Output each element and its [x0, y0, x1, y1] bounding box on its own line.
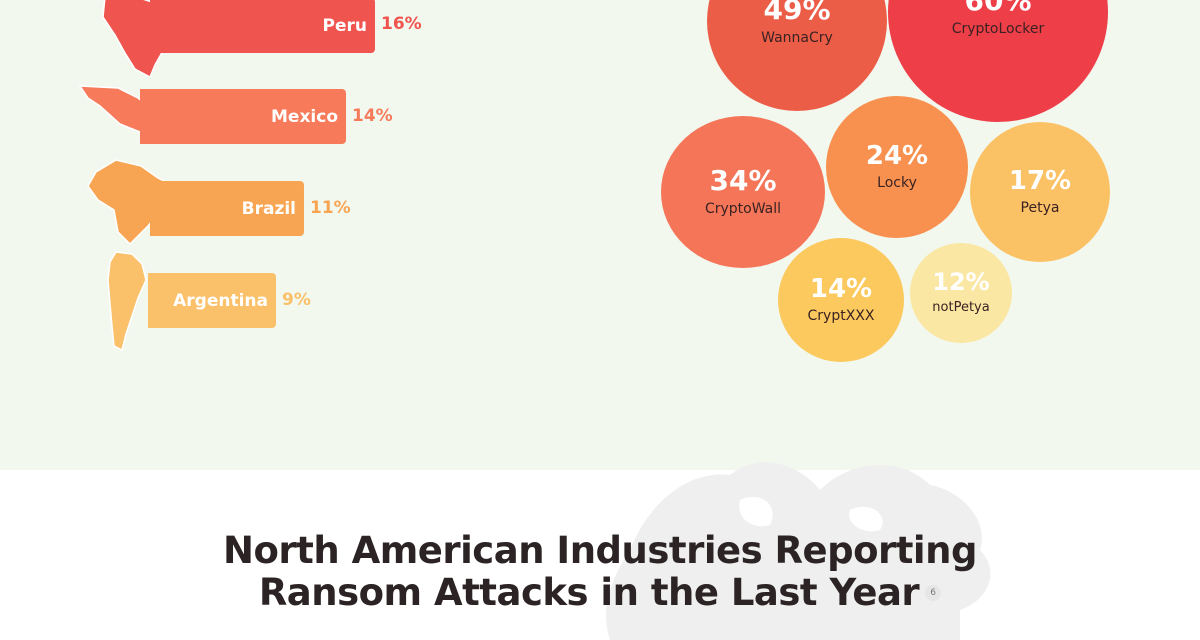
bubble-label: notPetya	[932, 300, 990, 316]
country-bar-label: Mexico	[271, 106, 338, 127]
country-bar-label: Brazil	[241, 198, 296, 219]
bubble: 24% Locky	[826, 96, 968, 238]
country-bar: Peru	[150, 0, 375, 53]
bubble: 34% CryptoWall	[661, 116, 825, 268]
bubble: 12% notPetya	[910, 243, 1012, 343]
section-heading-line-2-text: Ransom Attacks in the Last Year	[258, 571, 920, 614]
bubble-label: CryptoWall	[704, 200, 782, 217]
bubble-value: 49%	[763, 0, 831, 26]
bubble: 14% CryptXXX	[778, 238, 904, 362]
section-heading: North American Industries Reporting Rans…	[0, 530, 1200, 614]
bubble-value: 12%	[932, 268, 990, 297]
bubble-label: CryptoLocker	[951, 20, 1045, 37]
bubble-value: 14%	[809, 273, 873, 304]
section-heading-line-1: North American Industries Reporting	[223, 529, 977, 572]
bubble-value: 24%	[865, 140, 929, 171]
country-bar-value: 11%	[310, 198, 351, 218]
country-bar: Brazil	[150, 181, 304, 236]
bubble-value: 17%	[1008, 165, 1072, 196]
bubble-label: CryptXXX	[807, 307, 875, 324]
argentina-map-shape	[107, 251, 147, 352]
bubble-value: 60%	[964, 0, 1032, 17]
brazil-map-shape	[87, 159, 171, 246]
background-map-graphic	[606, 462, 991, 640]
bubble-label: Petya	[1020, 199, 1060, 216]
country-bar-value: 16%	[381, 14, 422, 34]
bubble: 17% Petya	[970, 122, 1110, 262]
section-heading-line-2: Ransom Attacks in the Last Year 6	[0, 572, 1200, 614]
bubble-value: 34%	[709, 163, 777, 197]
country-bar-label: Argentina	[173, 290, 268, 311]
country-bar-value: 14%	[352, 106, 393, 126]
footnote-badge[interactable]: 6	[925, 584, 942, 601]
country-bar-value: 9%	[282, 290, 311, 310]
country-bar: Mexico	[140, 89, 346, 144]
country-bar: Argentina	[148, 273, 276, 328]
bubble-label: WannaCry	[761, 29, 833, 46]
bubble-label: Locky	[877, 174, 917, 191]
country-bar-label: Peru	[322, 15, 367, 36]
